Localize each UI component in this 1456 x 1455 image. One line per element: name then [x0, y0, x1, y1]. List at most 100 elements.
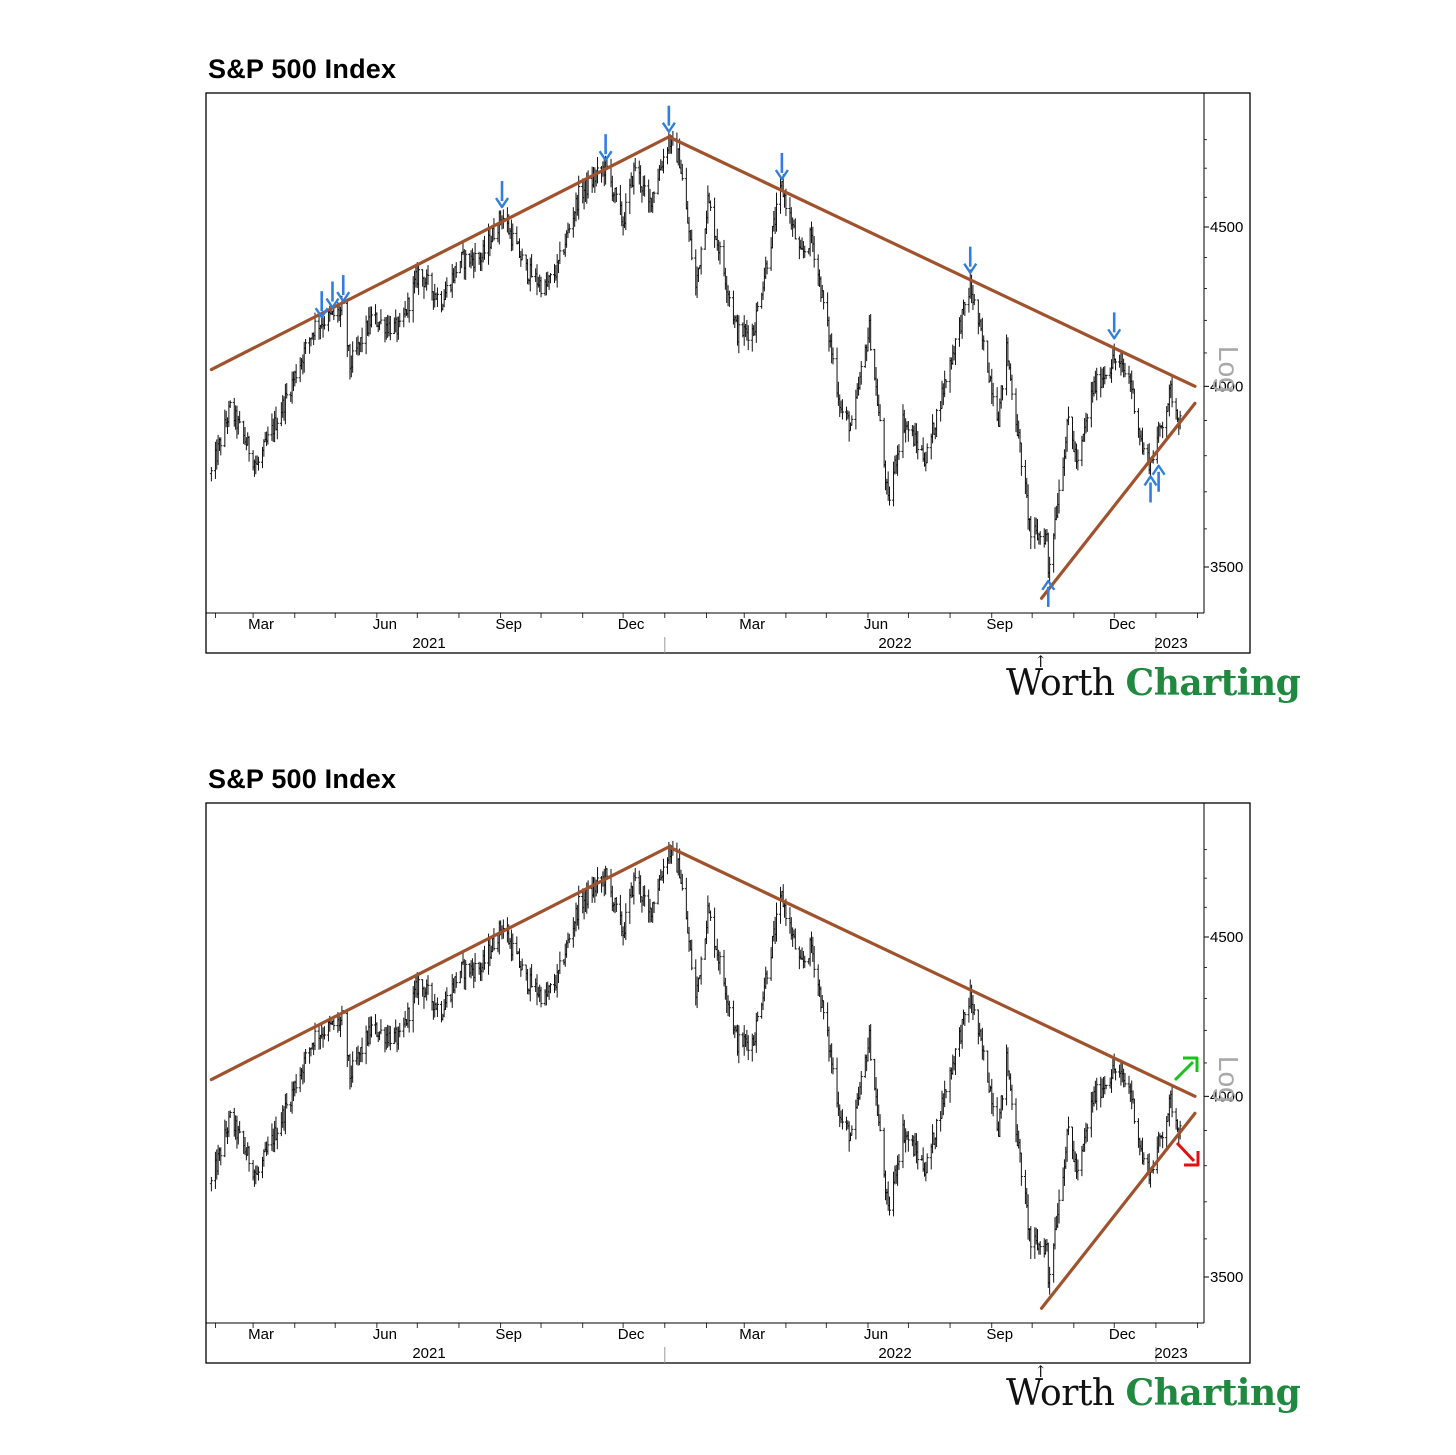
- brand-arrow-icon: ↑: [1034, 652, 1047, 671]
- price-bar: [633, 158, 637, 172]
- trendline-3: [1039, 1111, 1197, 1310]
- price-bar: [727, 1000, 731, 1017]
- price-bar: [1104, 1084, 1108, 1090]
- price-bar: [435, 287, 439, 308]
- price-bar: [982, 1045, 986, 1061]
- price-bar: [897, 1154, 901, 1170]
- price-bar: [266, 426, 270, 445]
- breakout-up-arrow-icon: [1173, 1056, 1199, 1082]
- price-bar: [219, 437, 223, 456]
- price-bar: [944, 379, 948, 389]
- arrow-head: [774, 169, 789, 181]
- price-bar: [1114, 358, 1118, 371]
- arrow-head: [495, 197, 510, 209]
- price-bar: [1010, 374, 1014, 401]
- arrow-head: [1143, 475, 1158, 487]
- x-month-label: Jun: [373, 1326, 397, 1343]
- price-bar: [850, 415, 854, 426]
- price-bar: [935, 408, 939, 438]
- price-bar: [369, 1016, 373, 1038]
- price-bar: [972, 1004, 976, 1016]
- brand-word-charting: Charting: [1125, 662, 1301, 704]
- arrow-head: [598, 150, 613, 162]
- price-bar: [1095, 367, 1099, 401]
- brand-word-charting: Charting: [1125, 1372, 1301, 1414]
- price-bar: [935, 1118, 939, 1148]
- price-bar: [661, 148, 665, 174]
- price-bar: [690, 939, 694, 971]
- price-bar: [1076, 449, 1080, 471]
- x-year-label: 2022: [878, 635, 911, 652]
- touch-arrow-up-icon: [1143, 475, 1158, 503]
- price-bar: [888, 486, 892, 506]
- chart-title-1: S&P 500 Index: [208, 54, 397, 84]
- touch-arrow-down-icon: [598, 134, 613, 162]
- arrow-head: [325, 297, 340, 309]
- price-chart-2: 4500 4000 3500 Log Mar Jun Sep Dec Mar Jun Sep Dec 2…: [205, 802, 1251, 1364]
- price-bar: [228, 400, 232, 408]
- price-bar: [530, 254, 534, 278]
- price-bar: [1076, 1159, 1080, 1181]
- price-bar: [539, 276, 543, 298]
- price-bar: [379, 1019, 383, 1035]
- price-bar: [464, 250, 468, 280]
- price-bar: [407, 297, 411, 323]
- arrow-head: [661, 122, 676, 133]
- brand-word-worth: Worth: [1006, 1373, 1115, 1414]
- price-bar: [1038, 1241, 1042, 1255]
- price-bar: [1095, 1077, 1099, 1111]
- x-year-label: 2023: [1154, 1345, 1187, 1362]
- arrow-shaft: [1175, 1141, 1196, 1163]
- price-bar: [407, 1007, 411, 1033]
- price-bar: [746, 325, 750, 351]
- x-month-label: Mar: [248, 1326, 274, 1343]
- price-bar: [793, 928, 797, 950]
- x-month-label: Mar: [248, 616, 274, 633]
- x-month-label: Jun: [864, 1326, 888, 1343]
- price-bars: [209, 130, 1182, 585]
- y-tick-label: 4000: [1210, 378, 1243, 395]
- price-bar: [831, 347, 835, 365]
- touch-arrow-up-icon: [1151, 464, 1166, 492]
- price-bar: [756, 1011, 760, 1022]
- price-bar: [238, 1121, 242, 1134]
- price-bar: [991, 382, 995, 407]
- price-bar: [906, 421, 910, 442]
- price-bar: [511, 223, 515, 251]
- price-bar: [991, 1092, 995, 1117]
- price-bar: [1010, 1084, 1014, 1111]
- log-scale-label: Log: [1213, 346, 1244, 393]
- price-bar: [614, 187, 618, 203]
- trendline-1: [209, 845, 671, 1082]
- brand-arrow-icon: ↑: [1034, 1362, 1047, 1381]
- price-bar: [219, 1147, 223, 1166]
- price-bar: [351, 341, 355, 373]
- price-bar: [633, 868, 637, 882]
- x-month-label: Sep: [495, 1326, 522, 1343]
- price-bar: [699, 246, 703, 275]
- price-bar: [285, 1093, 289, 1109]
- price-bar: [803, 245, 807, 258]
- x-month-label: Sep: [986, 1326, 1013, 1343]
- price-bar: [963, 1012, 967, 1026]
- price-bar: [530, 964, 534, 988]
- x-month-label: Dec: [618, 1326, 645, 1343]
- x-month-label: Mar: [739, 1326, 765, 1343]
- x-year-label: 2021: [412, 1345, 445, 1362]
- brand-logo-1: ↑ Worth Charting: [1006, 652, 1301, 704]
- price-bar: [558, 951, 562, 975]
- price-bar: [643, 885, 647, 907]
- price-bar: [1029, 516, 1033, 550]
- price-bar: [746, 1035, 750, 1061]
- price-bar: [360, 327, 364, 353]
- price-bar: [1048, 1266, 1052, 1295]
- x-month-label: Mar: [739, 616, 765, 633]
- price-bar: [774, 192, 778, 232]
- price-bar: [718, 241, 722, 265]
- price-bar: [661, 858, 665, 884]
- price-bar: [840, 399, 844, 420]
- log-scale-label: Log: [1213, 1056, 1244, 1103]
- chart-frame: [205, 802, 1251, 1364]
- y-tick-label: 3500: [1210, 559, 1243, 576]
- price-bar: [822, 1000, 826, 1020]
